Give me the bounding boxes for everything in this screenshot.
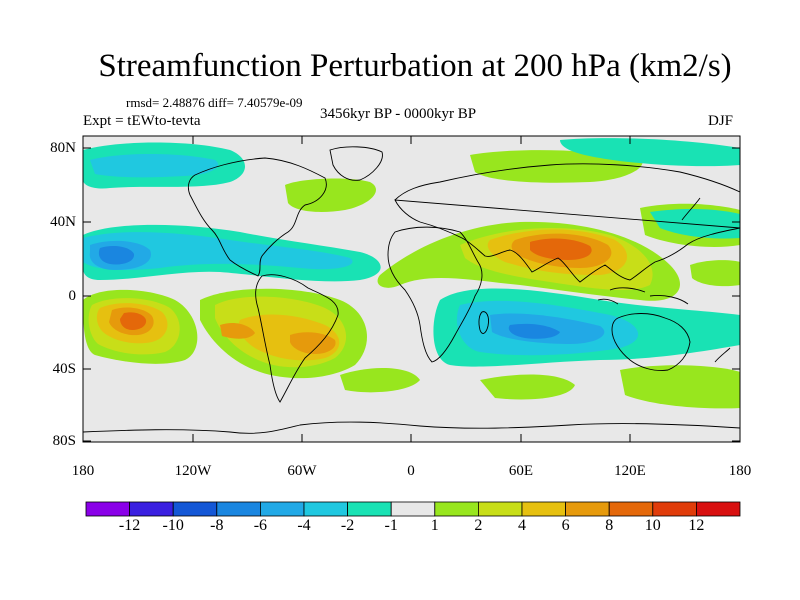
coast-north-america [187, 157, 327, 277]
colorbar-swatch [259, 501, 305, 517]
contour-north-atlantic [285, 178, 376, 212]
coast-eurasia [394, 163, 740, 283]
coast-greenland [329, 146, 383, 181]
coast-japan [681, 197, 701, 221]
colorbar-swatch [303, 501, 348, 517]
x-label-120w: 120W [174, 463, 212, 479]
coast-indonesia [597, 287, 689, 305]
contour-fields [83, 138, 740, 409]
x-label-180e: 180 [728, 463, 752, 479]
colorbar-swatch [172, 501, 218, 517]
colorbar-label: 8 [605, 517, 614, 534]
coast-antarctica [83, 421, 740, 434]
colorbar-label: -6 [253, 517, 268, 534]
colorbar-label: 6 [561, 517, 570, 534]
colorbar-swatch [521, 501, 566, 517]
chart-title: Streamfunction Perturbation at 200 hPa (… [98, 48, 732, 84]
experiment-label: Expt = tEWto-tevta [83, 113, 201, 129]
colorbar-swatch [347, 501, 392, 517]
colorbar-label: -12 [118, 517, 141, 534]
colorbar-label: 1 [430, 517, 439, 534]
coast-madagascar [478, 311, 489, 334]
colorbar-swatch [216, 501, 261, 517]
season-label: DJF [708, 113, 734, 129]
colorbar-label: -10 [162, 517, 184, 534]
coastlines [83, 146, 740, 434]
colorbar [85, 501, 741, 517]
coast-africa [387, 226, 483, 363]
colorbar-swatch [608, 501, 654, 517]
colorbar-label: 4 [518, 517, 526, 534]
colorbar-label: 12 [688, 517, 705, 534]
colorbar-label: -4 [297, 517, 311, 534]
x-label-0: 0 [407, 463, 415, 479]
colorbar-label: -8 [210, 517, 224, 534]
x-label-60e: 60E [508, 463, 534, 479]
colorbar-swatch [652, 501, 697, 517]
colorbar-label: -1 [384, 517, 398, 534]
colorbar-swatch [390, 501, 436, 517]
y-label-40s: 40S [52, 361, 76, 377]
colorbar-swatch [434, 501, 479, 517]
axis-ticks [82, 136, 741, 442]
colorbar-swatch [477, 501, 523, 517]
colorbar-swatch [565, 501, 610, 517]
x-label-60w: 60W [287, 463, 317, 479]
colorbar-label: 10 [644, 517, 661, 534]
coast-australia [611, 313, 691, 371]
colorbar-label: -2 [340, 517, 355, 534]
y-label-40n: 40N [50, 214, 76, 230]
colorbar-label: 2 [474, 517, 483, 534]
coast-south-america [255, 274, 339, 403]
x-label-180w: 180 [71, 463, 95, 479]
x-label-120e: 120E [614, 463, 646, 479]
coast-new-zealand [714, 347, 731, 363]
y-label-80n: 80N [50, 140, 76, 156]
rmsd-stats: rmsd= 2.48876 diff= 7.40579e-09 [126, 95, 303, 110]
y-label-0: 0 [68, 288, 77, 304]
colorbar-swatch [696, 501, 741, 517]
colorbar-swatch [129, 501, 174, 517]
period-label: 3456kyr BP - 0000kyr BP [320, 106, 477, 122]
colorbar-swatch [85, 501, 130, 517]
y-label-80s: 80S [52, 433, 76, 449]
